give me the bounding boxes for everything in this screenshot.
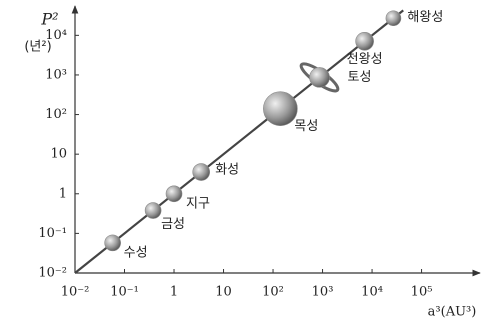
x-tick-label: 10³ (312, 285, 334, 300)
planet-label: 금성 (161, 217, 185, 232)
planet-point (104, 234, 121, 252)
planet-label: 화성 (215, 163, 239, 178)
trend-line (74, 9, 404, 274)
y-axis-title: P² (40, 10, 58, 29)
y-tick-label: 10⁻² (38, 266, 67, 281)
x-tick-label: 10⁻² (61, 285, 90, 300)
planet-point (165, 185, 183, 203)
planet-label: 천왕성 (347, 52, 383, 67)
x-tick-label: 10² (262, 285, 284, 300)
planet-point (309, 67, 330, 88)
planet-label: 수성 (124, 245, 148, 260)
x-axis-title: a³(AU³) (428, 305, 477, 320)
x-tick-label: 1 (170, 285, 178, 300)
planet-point (263, 91, 298, 126)
y-tick-label: 10³ (45, 67, 67, 82)
planet-label: 지구 (186, 196, 210, 211)
planet-point (385, 10, 402, 27)
planet-point (355, 31, 374, 51)
x-tick-label: 10⁵ (411, 285, 433, 300)
y-axis-unit: (년²) (24, 40, 51, 55)
planet-point (192, 163, 210, 181)
x-tick-label: 10 (215, 285, 232, 300)
planet-label: 해왕성 (407, 10, 443, 25)
planet-label: 목성 (294, 119, 318, 134)
y-tick-label: 10⁻¹ (38, 226, 67, 241)
y-tick-label: 10⁴ (45, 28, 67, 43)
planet-label: 토성 (348, 70, 372, 85)
planet-point (144, 202, 162, 219)
y-tick-label: 10² (45, 107, 67, 122)
x-tick-label: 10⁴ (361, 285, 383, 300)
y-tick-label: 10 (50, 147, 67, 162)
y-tick-label: 1 (59, 186, 67, 201)
x-tick-label: 10⁻¹ (110, 285, 139, 300)
